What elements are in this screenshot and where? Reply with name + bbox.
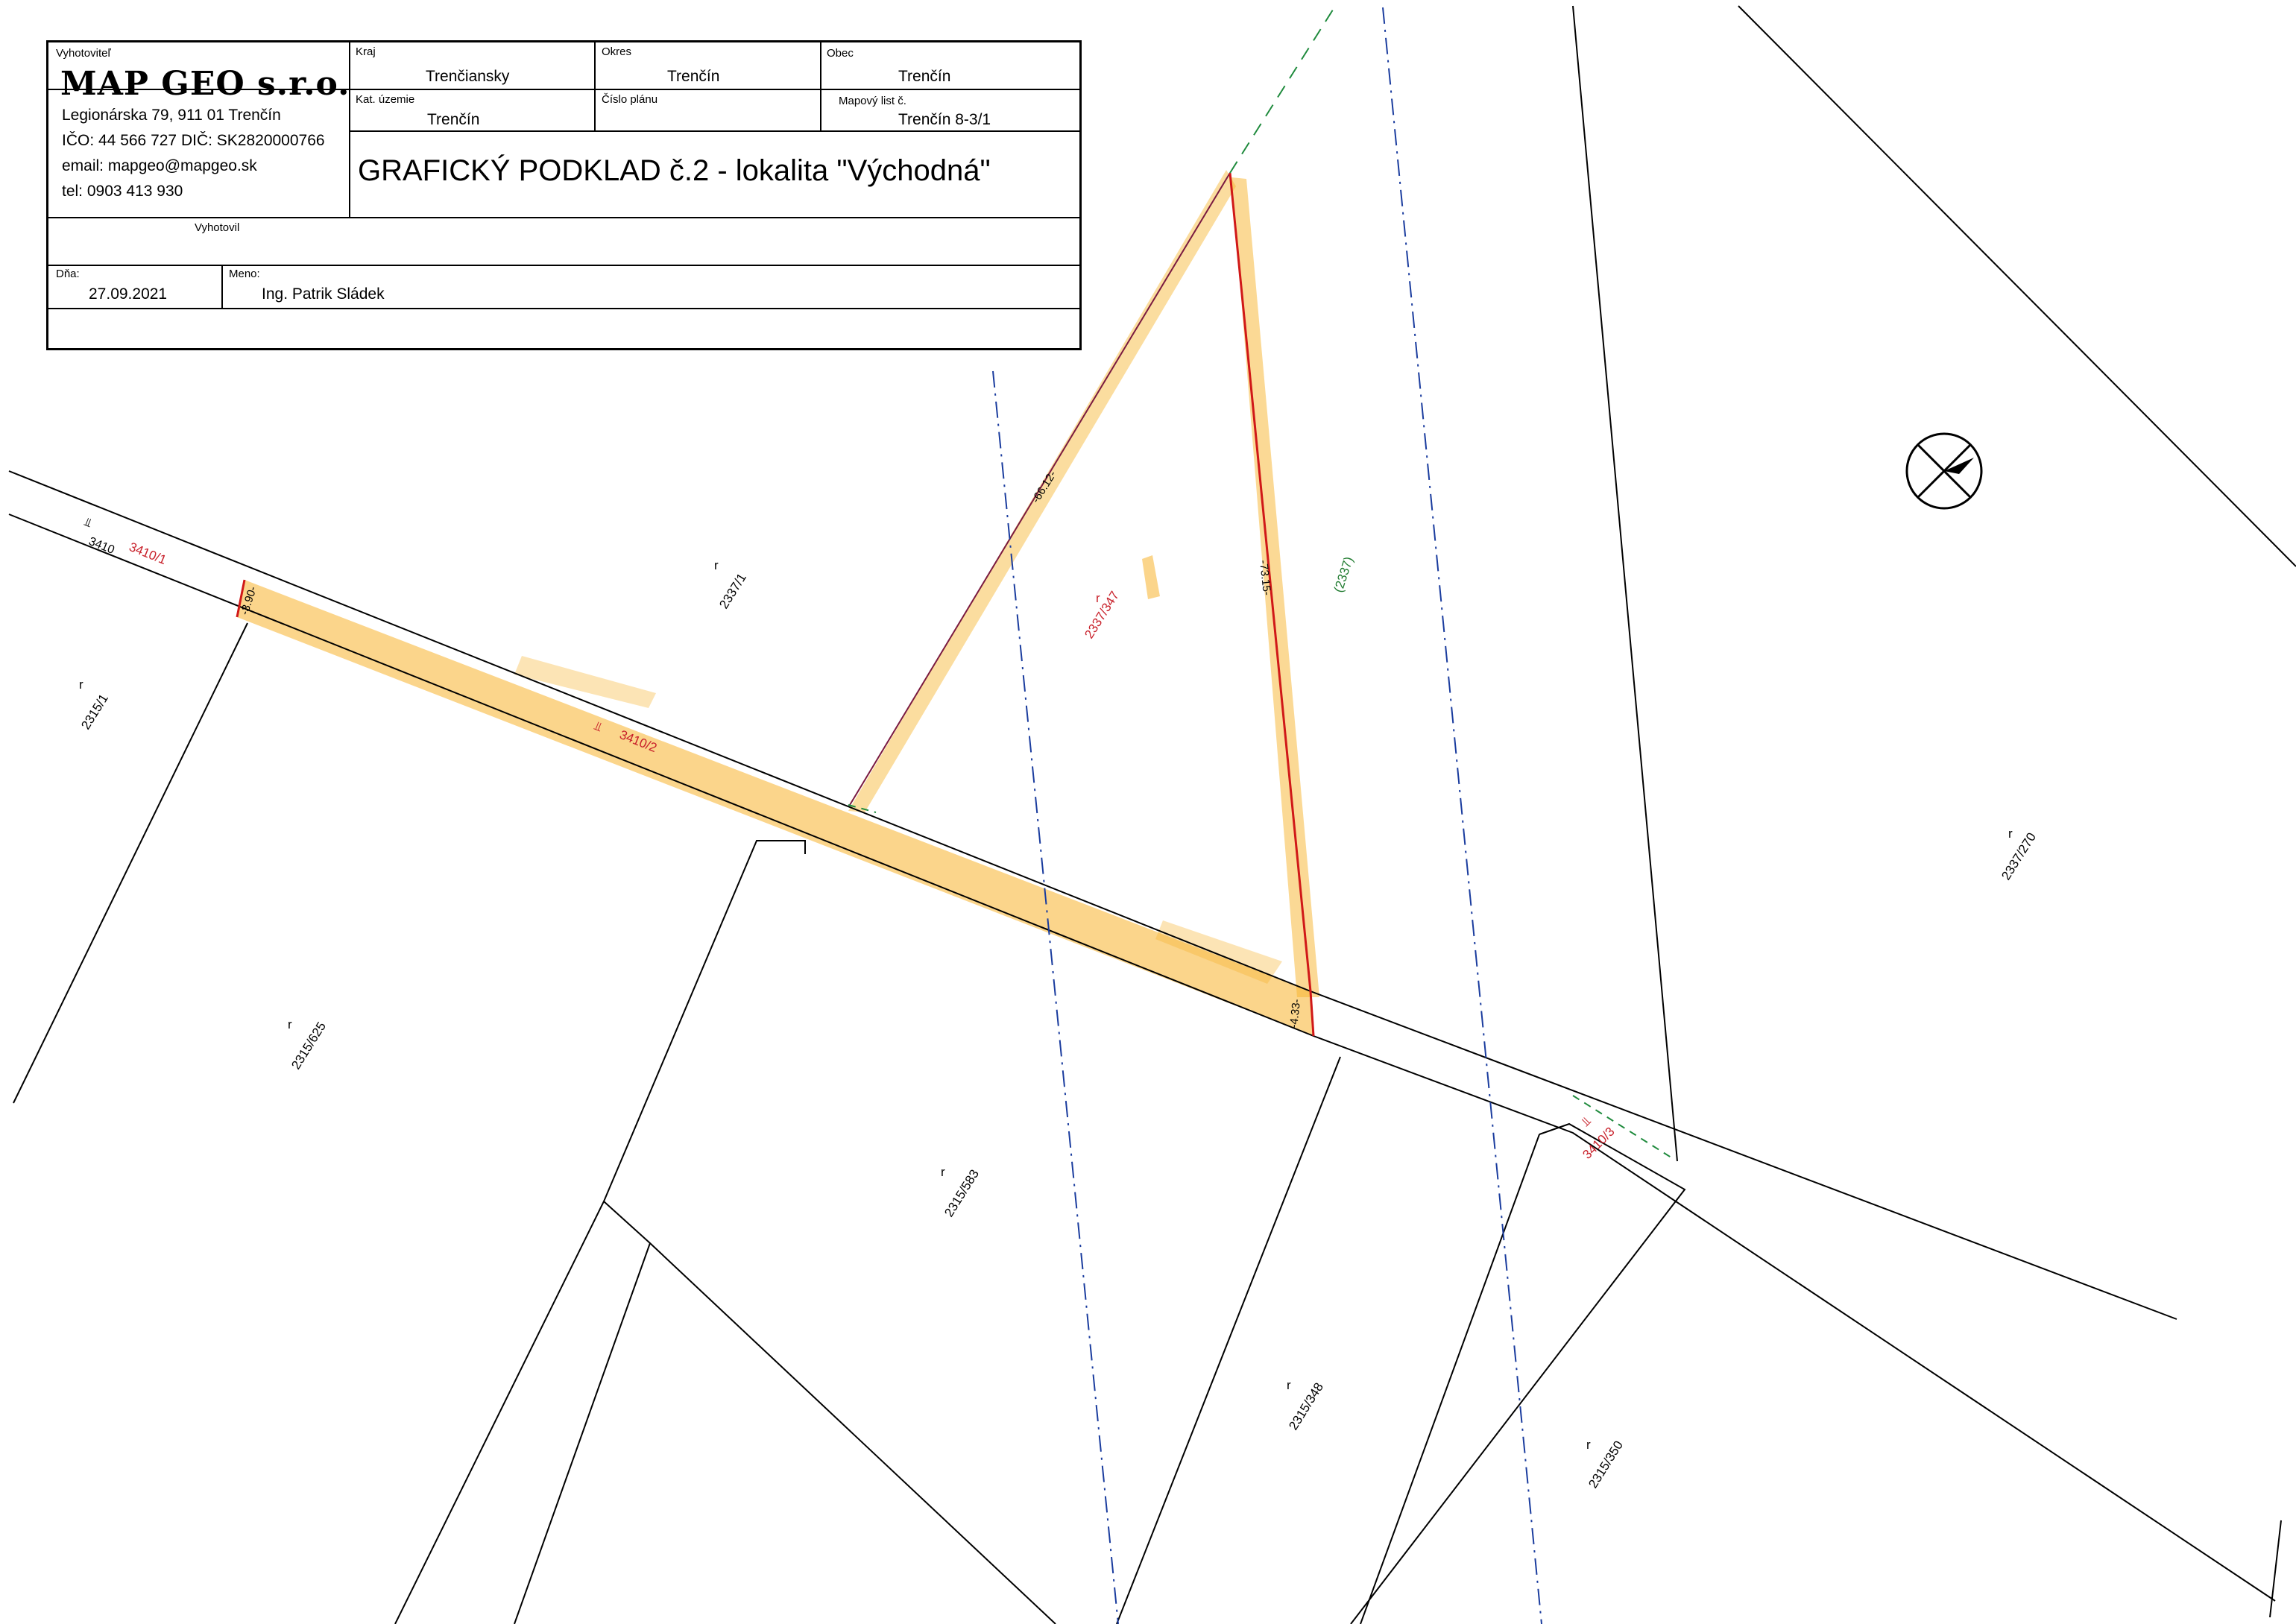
highlight-triangle-left-edge (848, 170, 1236, 812)
parcel-boundary-2315-350-b (1360, 1134, 1540, 1624)
parcel-number-2315-625: 2315/625 (288, 1020, 329, 1072)
road-boundary-south (8, 514, 2276, 1602)
title-block-rule (48, 265, 1082, 266)
vyhotovil-label: Vyhotovil (195, 221, 240, 234)
parcel-symbol-2315-350: r (1586, 1438, 1591, 1452)
parcel-boundary-2315-350 (1350, 1122, 1686, 1624)
road-edge-red-end (1309, 990, 1315, 1037)
parcel-boundary-2315-625 (394, 840, 806, 1624)
north-arrow-icon (1905, 432, 1983, 510)
date-label: Dňa: (56, 268, 80, 280)
highlight-triangle-right-edge (1231, 177, 1319, 997)
dimension-road-end: -4.33- (1287, 999, 1303, 1029)
parcel-number-2337-270: 2337/270 (1999, 830, 2039, 882)
company-address: Legionárska 79, 911 01 Trenčín (62, 107, 281, 124)
vyhotovitel-label: Vyhotoviteľ (56, 47, 111, 60)
green-dashed-line (1229, 7, 1335, 174)
parcel-number-2315-348: 2315/348 (1286, 1380, 1326, 1432)
okres-value: Trenčín (667, 68, 720, 85)
title-block-rule (349, 42, 350, 217)
company-name: MAP GEO s.r.o. (60, 65, 350, 103)
okres-label: Okres (602, 45, 632, 58)
parcel-symbol-2315-625: r (288, 1017, 292, 1031)
parcel-number-2315-1: 2315/1 (78, 692, 111, 732)
title-block-rule (594, 42, 596, 130)
parcel-boundary-2337-270 (1738, 5, 2296, 567)
highlight-road-3410-2 (237, 580, 1313, 1036)
parcel-symbol-2337-1: r (714, 558, 719, 572)
road-boundary-north (8, 470, 2177, 1320)
title-block-rule (48, 308, 1082, 309)
parcel-boundary-2337-1 (1572, 5, 1678, 1162)
parcel-symbol-2315-583: r (941, 1165, 945, 1179)
road-end-line (2269, 1520, 2282, 1618)
title-block-rule (48, 89, 1082, 90)
document-title: GRAFICKÝ PODKLAD č.2 - lokalita "Východn… (358, 154, 991, 187)
parcel-boundary-2315-583 (603, 1201, 1056, 1624)
obec-value: Trenčín (898, 68, 951, 85)
mapovy-list-label: Mapový list č. (839, 95, 906, 107)
parcel-number-2315-583: 2315/583 (942, 1167, 982, 1219)
company-email: email: mapgeo@mapgeo.sk (62, 157, 257, 174)
parcel-boundary-inner (514, 1242, 651, 1624)
title-block-rule (349, 130, 1082, 132)
title-block-rule (48, 217, 1082, 218)
title-block-rule (820, 42, 821, 130)
highlight-parcel-label (1142, 555, 1160, 599)
date-value: 27.09.2021 (89, 285, 168, 303)
parcel-boundary-2315-348 (1116, 1056, 1341, 1624)
green-parcel-label: (2337) (1331, 555, 1356, 595)
parcel-symbol-2315-1: r (79, 677, 83, 692)
obec-label: Obec (827, 47, 854, 60)
title-block-rule (221, 265, 223, 308)
title-block: Vyhotoviteľ MAP GEO s.r.o. Legionárska 7… (46, 40, 1082, 350)
road-symbol-3410-3: ⫫ (1578, 1114, 1593, 1129)
triangle-right-edge (1229, 172, 1312, 992)
kat-uzemie-value: Trenčín (427, 111, 480, 128)
dash-dot-line-1 (992, 370, 1119, 1624)
parcel-boundary-2315-1 (13, 622, 248, 1104)
parcel-number-2315-350: 2315/350 (1586, 1438, 1626, 1491)
kraj-label: Kraj (356, 45, 376, 58)
mapovy-list-value: Trenčín 8-3/1 (898, 111, 991, 128)
kraj-value: Trenčiansky (426, 68, 510, 85)
name-value: Ing. Patrik Sládek (262, 285, 385, 303)
highlight-road-brush (514, 656, 656, 708)
company-phone: tel: 0903 413 930 (62, 183, 183, 200)
road-symbol-3410: ⫫ (83, 516, 94, 530)
parcel-symbol-2337-270: r (2008, 827, 2013, 841)
road-number-3410-3: 3410/3 (1580, 1125, 1617, 1162)
green-dashed-end (1572, 1095, 1674, 1160)
parcel-symbol-2337-347: r (1096, 591, 1100, 605)
company-ico-dic: IČO: 44 566 727 DIČ: SK2820000766 (62, 132, 325, 149)
triangle-left-edge (849, 172, 1231, 806)
road-edge-red-start (236, 579, 246, 618)
parcel-symbol-2315-348: r (1287, 1378, 1291, 1392)
parcel-number-2337-347: 2337/347 (1082, 589, 1122, 641)
road-number-3410: 3410 (87, 535, 116, 557)
cislo-planu-label: Číslo plánu (602, 93, 658, 106)
road-number-3410-1: 3410/1 (127, 540, 168, 567)
name-label: Meno: (229, 268, 260, 280)
kat-uzemie-label: Kat. územie (356, 93, 415, 106)
parcel-number-2337-1: 2337/1 (716, 571, 749, 611)
green-dashed-short (848, 804, 877, 813)
dash-dot-line-2 (1382, 7, 1542, 1624)
dimension-triangle-right: -73.15- (1257, 560, 1273, 596)
